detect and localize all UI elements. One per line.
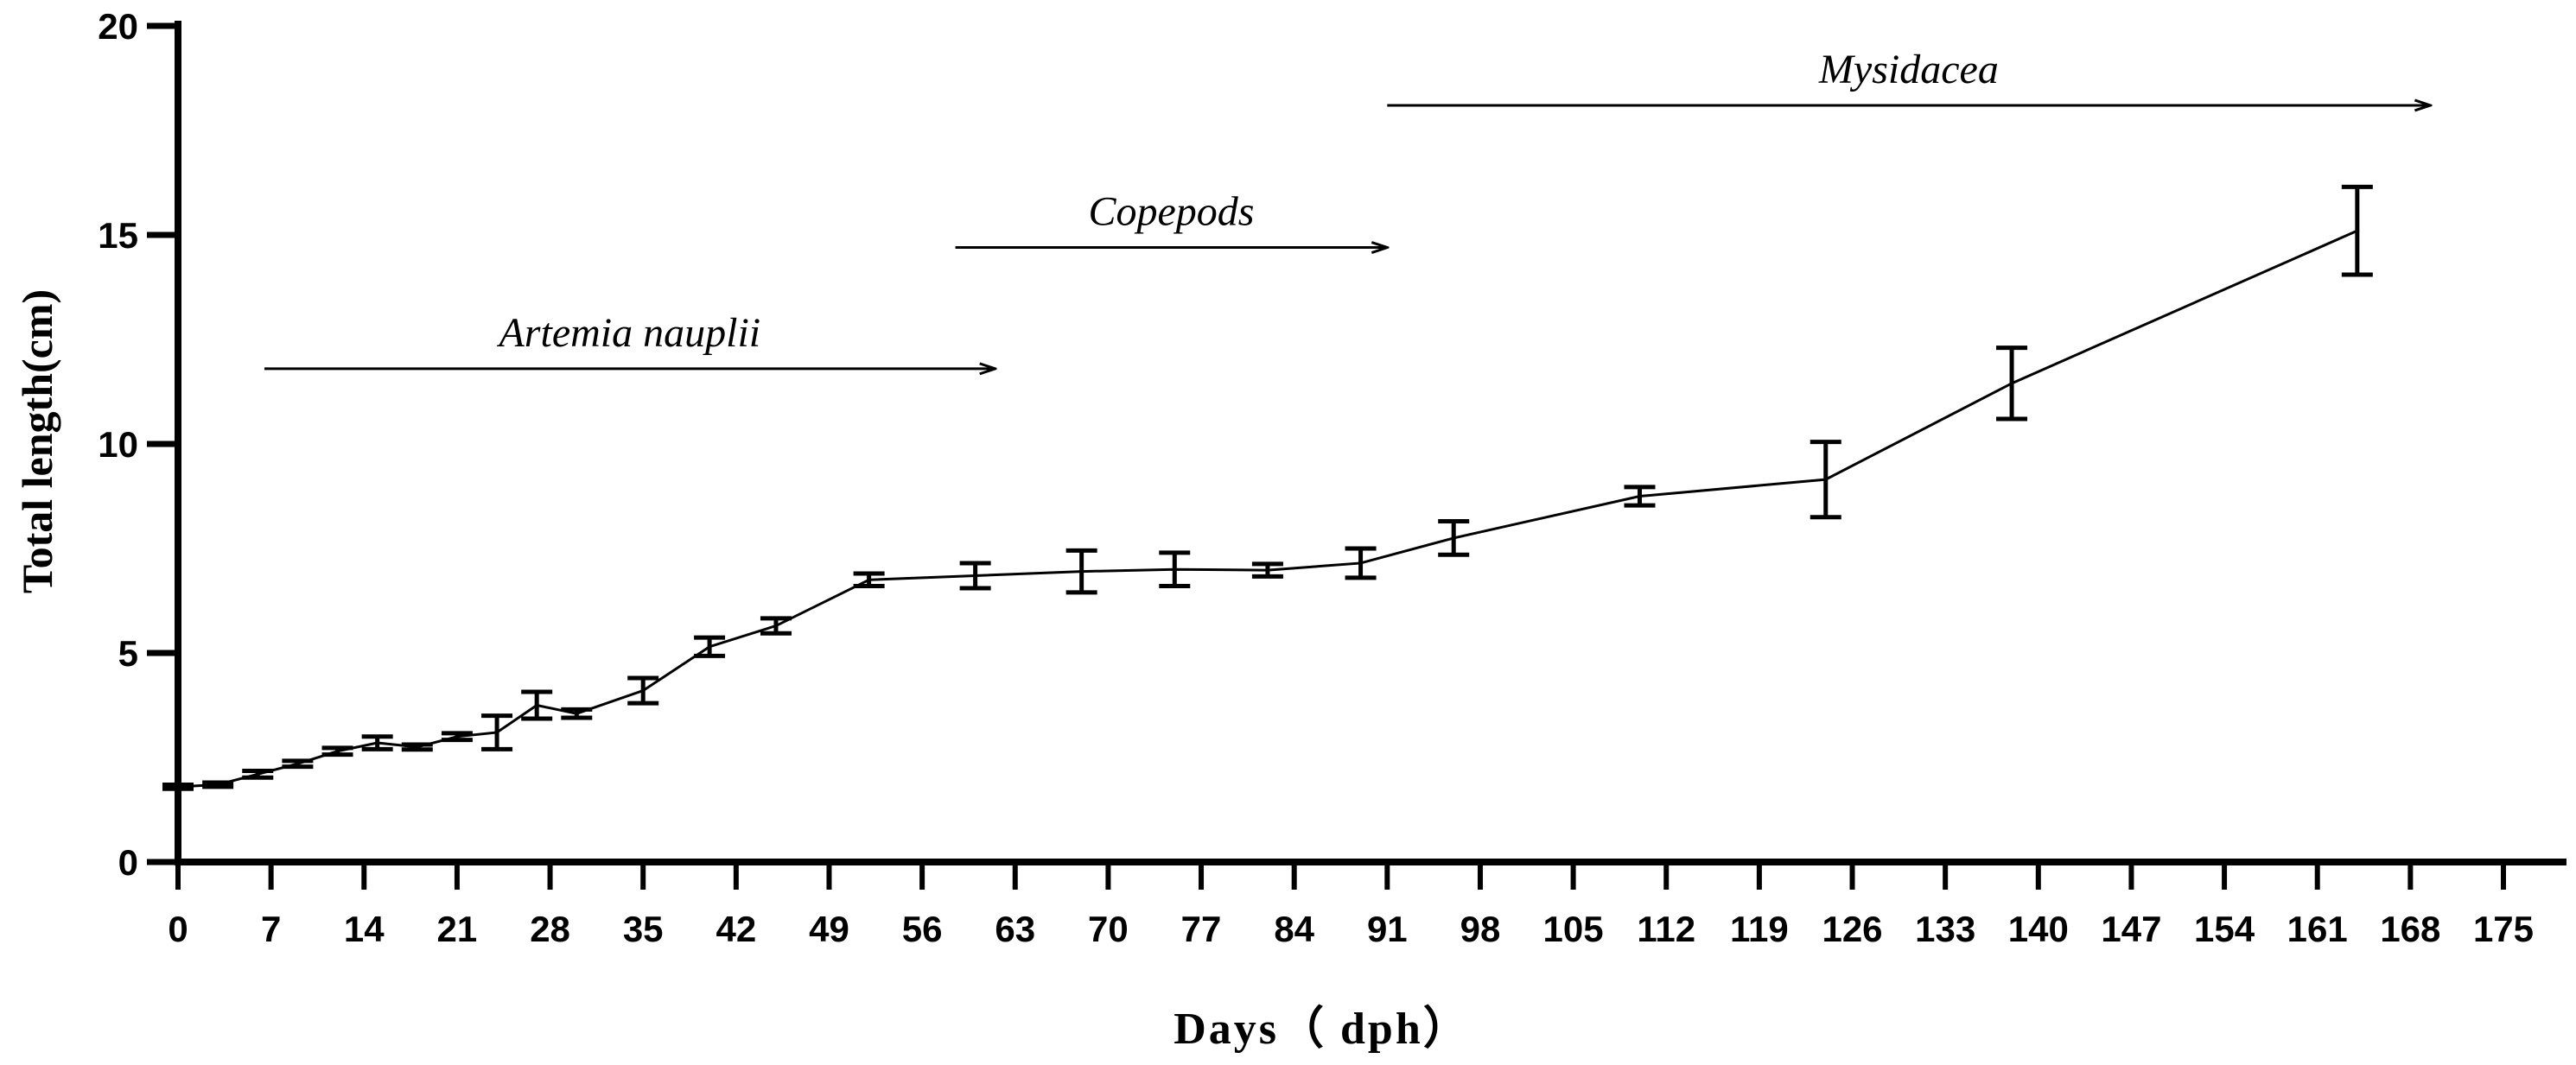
x-tick-label: 126 [1822,909,1882,949]
x-tick-label: 35 [623,909,664,949]
x-tick-label: 168 [2380,909,2440,949]
stage-label: Copepods [1088,189,1254,235]
stage-label: Mysidacea [1818,47,1999,92]
data-point [1079,569,1084,574]
data-point [1823,477,1829,482]
x-tick-label: 21 [437,909,478,949]
y-tick-label: 20 [98,6,138,47]
x-tick-label: 42 [716,909,756,949]
x-tick-label: 70 [1088,909,1129,949]
x-tick-label: 91 [1367,909,1408,949]
x-tick-label: 84 [1274,909,1314,949]
data-point [2355,228,2360,233]
y-axis-title: Total length(cm) [13,289,61,593]
data-point [494,730,499,735]
x-tick-label: 133 [1915,909,1975,949]
x-tick-label: 154 [2194,909,2255,949]
data-series [162,184,2373,791]
y-tick-label: 15 [98,215,138,256]
x-tick-label: 0 [168,909,188,949]
x-tick-label: 98 [1460,909,1501,949]
x-tick-label: 49 [809,909,849,949]
data-point [455,734,460,739]
x-tick-label: 105 [1543,909,1604,949]
data-point [707,644,712,650]
data-point [1172,567,1177,572]
x-tick-label: 63 [995,909,1035,949]
data-point [255,771,260,777]
data-point [215,782,220,787]
feeding-stage-annotations: Artemia nauplii Copepods Mysidacea [264,47,2430,369]
data-point [415,745,420,750]
data-point [1637,494,1642,498]
x-tick-label: 28 [530,909,570,949]
data-point [574,711,579,716]
x-tick-label: 56 [902,909,943,949]
x-tick-label: 175 [2473,909,2534,949]
data-point [375,740,380,745]
stage-label: Artemia nauplii [496,310,760,356]
x-tick-label: 161 [2287,909,2348,949]
y-tick-label: 5 [118,633,138,674]
data-point [973,573,978,578]
y-tick-label: 10 [98,424,138,465]
x-tick-label: 147 [2101,909,2161,949]
data-point [640,688,646,694]
x-axis-title: Days（ dph） [1174,1004,1471,1054]
x-tick-label: 14 [344,909,385,949]
x-tick-label: 140 [2008,909,2069,949]
data-point [1451,536,1456,541]
y-axis-ticks: 0 5 10 15 20 [98,6,178,883]
data-point [534,703,539,707]
y-tick-label: 0 [118,842,138,883]
data-point [335,749,340,754]
x-tick-label: 77 [1181,909,1222,949]
x-tick-label: 119 [1730,909,1789,949]
x-tick-label: 112 [1637,909,1695,949]
x-tick-label: 7 [261,909,281,949]
data-point [773,624,779,629]
x-axis-ticks: 0 7 14 21 28 35 42 49 56 63 70 77 84 91 98 105 112 119 126… [168,862,2534,949]
data-point [1358,561,1364,566]
data-point [295,761,300,766]
data-point [2009,381,2014,386]
data-point [867,577,872,582]
data-point [1265,567,1270,573]
